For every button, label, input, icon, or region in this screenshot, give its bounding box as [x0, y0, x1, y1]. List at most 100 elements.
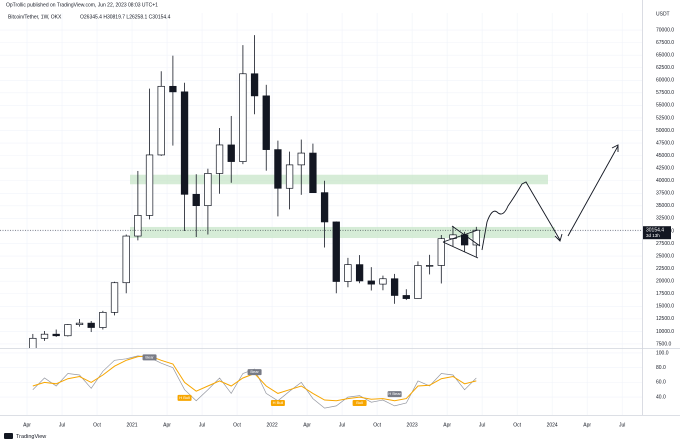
x-tick-label: 2021: [126, 422, 137, 428]
annotation-box: [177, 394, 192, 401]
x-tick-label: Apr: [303, 422, 311, 428]
unit: USDT: [656, 11, 670, 17]
y-tick-label: 60000.0: [656, 78, 674, 84]
candle-body: [64, 324, 72, 337]
y-tick-label: 12500.0: [656, 316, 674, 322]
candle-body: [472, 229, 480, 246]
candle-body: [402, 295, 410, 299]
y-tick-label: 22500.0: [656, 266, 674, 272]
last-price-label: 30154.4: [646, 228, 664, 234]
candle-body: [344, 264, 352, 282]
y-tick-label: 10000.0: [656, 329, 674, 335]
y-tick-label: 100.0: [656, 350, 669, 356]
y-tick-label: 17500.0: [656, 291, 674, 297]
candle-body: [145, 154, 154, 216]
grid: [0, 13, 642, 415]
candle-body: [320, 192, 329, 223]
annotation: H Bull: [273, 400, 284, 405]
x-tick-label: Jul: [479, 422, 485, 428]
x-tick-label: Apr: [23, 422, 31, 428]
candle-body: [414, 265, 422, 299]
drawings: [442, 144, 619, 259]
x-tick-label: 2024: [547, 422, 558, 428]
x-tick-label: Jul: [199, 422, 205, 428]
annotation: H Bear: [388, 391, 401, 396]
y-tick-label: 20000.0: [656, 279, 674, 285]
annotation: Bear: [250, 369, 259, 374]
x-tick-label: Jul: [619, 422, 625, 428]
annotation-box: [270, 399, 285, 406]
y-tick-label: 15000.0: [656, 304, 674, 310]
candle-body: [332, 221, 340, 282]
candle-body: [29, 337, 37, 348]
y-tick-label: 57500.0: [656, 90, 674, 96]
y-tick-label: 50000.0: [656, 128, 674, 134]
brand-text: TradingView: [16, 434, 46, 440]
x-tick-label: Apr: [583, 422, 591, 428]
candle-body: [110, 282, 119, 313]
candle-body: [274, 149, 282, 189]
annotation-box: [247, 369, 262, 376]
x-tick-label: Oct: [93, 422, 101, 428]
zones: [130, 174, 555, 239]
x-tick-label: Jul: [59, 422, 65, 428]
candle-body: [367, 280, 375, 285]
ohlc: O26345.4 H30819.7 L26258.1 C30154.4: [80, 14, 171, 20]
candle-body: [99, 311, 107, 328]
candle-body: [390, 278, 399, 296]
countdown: 3d 13h: [646, 233, 660, 238]
y-tick-label: 62500.0: [656, 65, 674, 71]
x-tick-label: 2022: [267, 422, 278, 428]
candle-body: [227, 144, 235, 162]
zone: [130, 174, 548, 185]
candle-body: [134, 215, 142, 237]
y-tick-label: 55000.0: [656, 103, 674, 109]
y-tick-label: 37500.0: [656, 191, 674, 197]
y-tick-label: 42500.0: [656, 166, 674, 172]
y-tick-label: 7500.0: [656, 341, 672, 347]
candle-body: [285, 164, 294, 189]
y-tick-label: 45000.0: [656, 153, 674, 159]
indicator-pane: Bear Bear H Bull H Bull Bull H Bear: [32, 354, 477, 409]
candle-body: [309, 152, 317, 194]
x-tick-label: 2023: [407, 422, 418, 428]
annotation: Bear: [145, 354, 154, 359]
y-tick-label: 27500.0: [656, 241, 674, 247]
candle-body: [180, 91, 189, 195]
candle-body: [157, 85, 165, 156]
y-tick-label: 80.0: [656, 365, 666, 371]
x-tick-label: Apr: [163, 422, 171, 428]
y-tick-label: 40.0: [656, 394, 666, 400]
candle-body: [437, 238, 445, 266]
x-tick-label: Oct: [233, 422, 241, 428]
candle-body: [122, 235, 130, 284]
annotation-box: [387, 391, 402, 398]
candle-body: [250, 73, 259, 97]
candle-body: [262, 95, 270, 150]
x-tick-label: Apr: [443, 422, 451, 428]
candle-body: [52, 333, 60, 337]
candle-body: [192, 193, 200, 207]
candle-body: [297, 152, 305, 166]
y-tick-label: 32500.0: [656, 216, 674, 222]
candle-body: [169, 85, 177, 93]
candle-body: [75, 322, 84, 325]
x-tick-label: Jul: [339, 422, 345, 428]
brand: TradingView: [4, 433, 46, 440]
x-tick-label: Oct: [513, 422, 521, 428]
candle-body: [215, 144, 224, 174]
y-tick-label: 35000.0: [656, 203, 674, 209]
candle-body: [425, 265, 434, 267]
annotation-box: [352, 399, 367, 406]
annotation-box: [142, 354, 157, 361]
y-tick-label: 65000.0: [656, 53, 674, 59]
candle-body: [355, 264, 364, 282]
y-tick-label: 25000.0: [656, 253, 674, 259]
annotation: Bull: [356, 400, 363, 405]
price-pane: [0, 35, 642, 348]
zone: [130, 226, 555, 239]
publisher: OpTrollic published on TradingView.com, …: [6, 2, 158, 8]
candle-body: [87, 322, 95, 328]
